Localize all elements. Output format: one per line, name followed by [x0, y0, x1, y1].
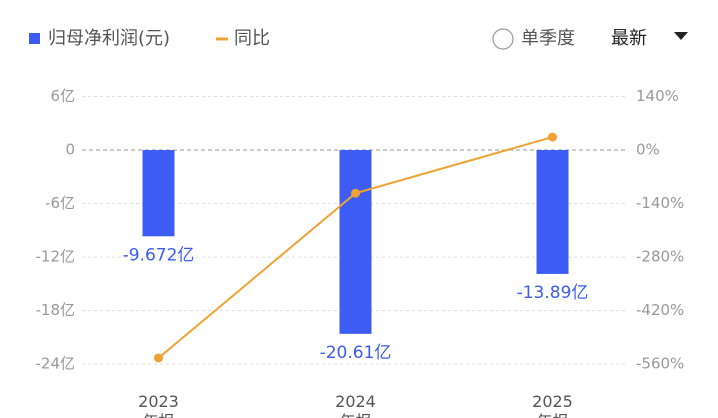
point [154, 353, 163, 363]
y-tick-label: -6亿 [45, 194, 75, 212]
period-option[interactable]: 单季度 [521, 28, 575, 49]
y2-tick-label: 140% [636, 87, 679, 105]
legend-label: 同比 [234, 28, 270, 49]
bar [536, 150, 569, 274]
bar [142, 150, 175, 237]
x-tick-label: 2023 年报 [138, 392, 179, 418]
dropdown-arrow[interactable] [674, 32, 688, 40]
sort-dropdown[interactable]: 最新 [611, 28, 647, 49]
y-tick-label: 6亿 [50, 87, 75, 105]
y2-tick-label: 0% [636, 141, 660, 159]
y2-tick-label: -280% [636, 248, 684, 266]
legend-label: 归母净利润(元) [48, 28, 170, 49]
bar [339, 150, 372, 334]
y2-tick-label: -560% [636, 355, 684, 373]
x-tick-label: 2024 年报 [335, 392, 376, 418]
y2-tick-label: -140% [636, 194, 684, 212]
point [548, 132, 557, 142]
y2-tick-label: -420% [636, 301, 684, 319]
value-label: -20.61亿 [320, 343, 392, 363]
value-label: -9.672亿 [123, 245, 195, 265]
legend-swatch [29, 33, 40, 44]
y-tick-label: -12亿 [36, 248, 76, 266]
point [351, 188, 360, 198]
y-tick-label: -24亿 [36, 355, 76, 373]
x-tick-label: 2025 年报 [532, 392, 573, 418]
radio[interactable] [492, 28, 514, 50]
value-label: -13.89亿 [517, 283, 589, 303]
y-tick-label: 0 [65, 141, 75, 159]
y-tick-label: -18亿 [36, 301, 76, 319]
